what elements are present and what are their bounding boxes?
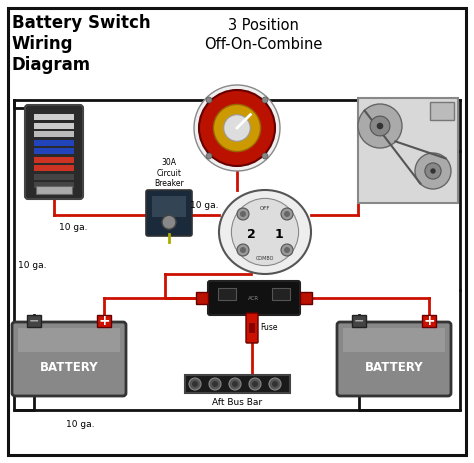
Bar — [34, 182, 74, 188]
Circle shape — [224, 115, 250, 141]
Circle shape — [262, 97, 268, 103]
FancyBboxPatch shape — [25, 105, 83, 199]
Circle shape — [194, 85, 280, 171]
Bar — [34, 174, 74, 180]
Text: 10 ga.: 10 ga. — [66, 420, 94, 429]
Bar — [249, 323, 255, 333]
Text: COMBO: COMBO — [256, 256, 274, 261]
Text: Fuse: Fuse — [260, 324, 277, 332]
Circle shape — [284, 247, 290, 253]
Bar — [34, 165, 74, 171]
Bar — [422, 315, 436, 327]
Text: +: + — [423, 314, 435, 328]
Text: 2: 2 — [246, 227, 255, 240]
Circle shape — [237, 244, 249, 256]
Bar — [34, 139, 74, 145]
Circle shape — [237, 208, 249, 220]
Ellipse shape — [219, 190, 311, 274]
Text: 3 Position
Off-On-Combine: 3 Position Off-On-Combine — [204, 18, 322, 52]
Text: −: − — [354, 314, 364, 327]
Bar — [34, 148, 74, 154]
Circle shape — [240, 247, 246, 253]
Text: 10 ga.: 10 ga. — [59, 224, 88, 232]
Circle shape — [192, 381, 198, 387]
Circle shape — [231, 199, 299, 266]
Circle shape — [213, 105, 261, 151]
FancyBboxPatch shape — [208, 281, 300, 315]
Text: 1: 1 — [274, 227, 283, 240]
Bar — [185, 375, 290, 393]
Bar — [430, 102, 454, 120]
Bar — [34, 123, 74, 129]
Bar — [36, 186, 72, 194]
Text: −: − — [29, 314, 39, 327]
Text: 30A
Circuit
Breaker: 30A Circuit Breaker — [154, 158, 184, 188]
Circle shape — [430, 168, 436, 174]
Circle shape — [206, 153, 212, 159]
Circle shape — [281, 208, 293, 220]
Circle shape — [249, 378, 261, 390]
Circle shape — [212, 381, 218, 387]
Circle shape — [240, 211, 246, 217]
Circle shape — [189, 378, 201, 390]
FancyBboxPatch shape — [337, 322, 451, 396]
FancyBboxPatch shape — [246, 313, 258, 343]
Bar — [358, 98, 458, 203]
Text: BATTERY: BATTERY — [365, 361, 423, 374]
Circle shape — [232, 381, 238, 387]
Bar — [34, 131, 74, 137]
Bar — [34, 156, 74, 163]
Circle shape — [229, 378, 241, 390]
FancyBboxPatch shape — [146, 190, 192, 236]
Bar — [300, 292, 312, 304]
Circle shape — [206, 97, 212, 103]
Bar — [34, 114, 74, 120]
Circle shape — [162, 215, 176, 229]
Bar — [196, 292, 208, 304]
Circle shape — [377, 123, 383, 129]
Text: +: + — [98, 314, 110, 328]
Text: BATTERY: BATTERY — [40, 361, 98, 374]
Bar — [343, 328, 445, 352]
Circle shape — [262, 153, 268, 159]
Bar — [218, 288, 236, 300]
Text: ACR: ACR — [248, 295, 260, 300]
Circle shape — [425, 163, 441, 179]
Circle shape — [199, 90, 275, 166]
Bar — [352, 315, 366, 327]
Circle shape — [415, 153, 451, 189]
Bar — [18, 328, 120, 352]
Circle shape — [281, 244, 293, 256]
Circle shape — [272, 381, 278, 387]
FancyBboxPatch shape — [12, 322, 126, 396]
Bar — [272, 288, 290, 300]
Circle shape — [252, 381, 258, 387]
Circle shape — [209, 378, 221, 390]
Text: OFF: OFF — [260, 206, 270, 212]
Bar — [27, 315, 41, 327]
Text: 10 ga.: 10 ga. — [190, 201, 219, 210]
Circle shape — [284, 211, 290, 217]
Circle shape — [358, 104, 402, 148]
Bar — [152, 196, 186, 217]
Circle shape — [370, 116, 390, 136]
Text: 10 ga.: 10 ga. — [18, 261, 46, 269]
Text: Aft Bus Bar: Aft Bus Bar — [212, 398, 263, 407]
Text: Battery Switch
Wiring
Diagram: Battery Switch Wiring Diagram — [12, 14, 151, 74]
Bar — [97, 315, 111, 327]
Circle shape — [269, 378, 281, 390]
